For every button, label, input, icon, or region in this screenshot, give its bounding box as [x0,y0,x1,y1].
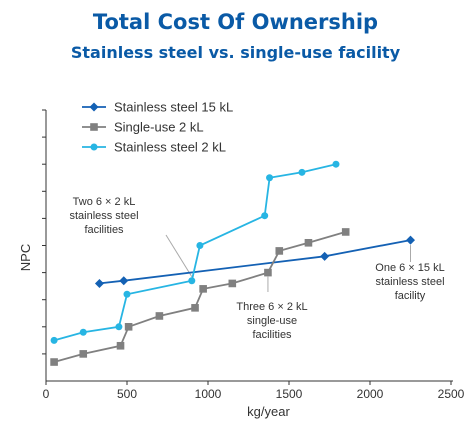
legend-marker [90,143,98,151]
annotation-line: One 6 × 15 kL [375,262,444,274]
legend-label: Single-use 2 kL [114,120,204,135]
data-point [155,312,164,320]
legend-label: Stainless steel 15 kL [114,100,233,115]
x-tick-label: 2500 [438,387,465,401]
legend-marker [90,123,98,131]
series-2 [50,160,340,344]
x-tick-label: 1500 [276,387,303,401]
annotation-line: stainless steel [69,210,138,222]
data-point [123,290,131,298]
data-point [94,278,104,288]
data-point [79,350,88,358]
chart-title: Total Cost Of Ownership [92,10,379,34]
data-point [406,235,415,245]
data-point [50,358,58,366]
data-point [266,174,274,182]
annotation-line: stainless steel [375,276,444,288]
annotation-line: Three 6 × 2 kL [236,301,307,313]
legend-item[interactable]: Stainless steel 15 kL [82,100,233,115]
data-point [196,242,204,249]
chart-subtitle: Stainless steel vs. single-use facility [70,43,401,62]
data-point [116,341,125,350]
legend: Stainless steel 15 kL Single-use 2 kL Stai… [82,100,233,155]
x-tick-label: 1000 [195,387,222,401]
annotation-line: facilities [84,224,124,236]
data-point [261,212,269,220]
data-point [341,228,350,236]
data-point [332,160,340,168]
annotation-2: One 6 × 15 kL stainless steel facility [375,262,444,302]
annotation-connectors [165,234,411,292]
annotation-1: Three 6 × 2 kL single-use facilities [236,301,307,341]
annotation-line: single-use [247,315,297,327]
annotation-line: Two 6 × 2 kL [73,196,136,208]
data-point [191,304,199,312]
data-point [228,279,237,288]
data-point [188,277,196,285]
data-point [304,238,313,247]
y-axis-title: NPC [18,244,33,271]
annotation-line: facility [395,290,426,302]
series-line [53,231,346,363]
data-point [50,336,58,344]
data-point [199,285,207,293]
x-tick-label: 500 [117,387,137,401]
annotation-0: Two 6 × 2 kL stainless steel facilities [69,196,138,236]
series-layer [50,160,415,366]
series-1 [50,228,350,366]
series-line [53,163,337,342]
data-point [320,251,330,261]
data-point [79,328,87,336]
data-point [119,276,129,286]
data-point [264,268,272,277]
legend-label: Stainless steel 2 kL [114,140,226,155]
legend-marker [89,102,99,112]
x-axis-title: kg/year [247,404,290,419]
annotation-line: facilities [252,329,292,341]
annotation-connector [165,234,193,277]
data-point [275,247,284,255]
axes: 0 500 1000 1500 2000 2500 kg/year NPC [18,109,465,419]
legend-item[interactable]: Stainless steel 2 kL [82,140,226,155]
x-tick-label: 0 [43,387,50,401]
series-0 [94,235,415,288]
series-line [99,239,411,285]
data-point [115,323,123,331]
data-point [298,168,306,176]
x-tick-label: 2000 [357,387,384,401]
data-point [124,323,133,331]
legend-item[interactable]: Single-use 2 kL [82,120,204,135]
